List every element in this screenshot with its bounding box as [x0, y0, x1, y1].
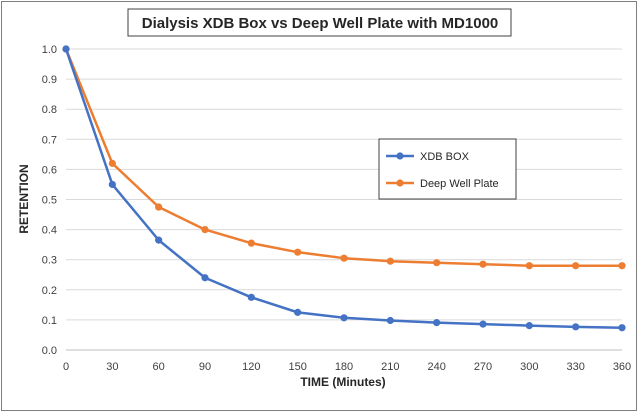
x-tick-label: 180: [335, 361, 353, 373]
data-point-deep-well-plate: [525, 262, 533, 270]
data-point-xdb-box: [525, 322, 533, 330]
legend-marker-deep-well-plate: [396, 179, 404, 187]
legend-marker-xdb-box: [396, 152, 404, 160]
x-tick-label: 150: [288, 361, 306, 373]
y-tick-label: 0.2: [42, 285, 57, 297]
data-point-xdb-box: [433, 319, 441, 327]
x-tick-label: 30: [106, 361, 118, 373]
y-tick-label: 0.8: [42, 104, 57, 116]
chart-title: Dialysis XDB Box vs Deep Well Plate with…: [142, 15, 499, 32]
data-point-deep-well-plate: [479, 260, 487, 268]
x-tick-label: 330: [566, 361, 584, 373]
data-point-xdb-box: [479, 320, 487, 328]
data-point-deep-well-plate: [294, 248, 302, 256]
x-tick-label: 60: [153, 361, 165, 373]
x-axis-title: TIME (Minutes): [300, 375, 385, 389]
x-tick-label: 240: [427, 361, 445, 373]
x-tick-label: 120: [242, 361, 260, 373]
data-point-deep-well-plate: [340, 254, 348, 262]
data-point-deep-well-plate: [433, 259, 441, 267]
y-tick-label: 0.3: [42, 255, 57, 267]
series-line-xdb-box: [64, 48, 623, 329]
y-tick-label: 0.1: [42, 315, 57, 327]
data-point-xdb-box: [247, 293, 255, 301]
chart-title-box: [127, 8, 512, 37]
x-tick-label: 360: [613, 361, 631, 373]
data-point-deep-well-plate: [618, 262, 626, 270]
y-axis-title: RETENTION: [17, 164, 31, 233]
data-point-xdb-box: [155, 236, 163, 244]
data-point-xdb-box: [386, 316, 394, 325]
data-point-deep-well-plate: [108, 159, 116, 167]
legend-box: [378, 138, 517, 200]
data-point-deep-well-plate: [201, 226, 209, 234]
chart-title-group: Dialysis XDB Box vs Deep Well Plate with…: [127, 8, 512, 37]
y-tick-label: 0.6: [42, 164, 57, 176]
data-point-xdb-box: [108, 180, 116, 189]
y-tick-label: 0.5: [42, 195, 57, 207]
y-tick-label: 0.0: [42, 345, 57, 357]
x-tick-label: 90: [199, 361, 211, 373]
legend-label-xdb-box: XDB BOX: [420, 151, 470, 163]
data-point-xdb-box: [340, 314, 348, 322]
data-point-xdb-box: [572, 323, 580, 331]
series-group: [62, 45, 626, 332]
series-line-deep-well-plate: [64, 48, 622, 267]
x-tick-label: 210: [381, 361, 399, 373]
y-tick-label: 0.9: [42, 74, 57, 86]
y-tick-label: 0.7: [42, 134, 57, 146]
x-tick-label: 0: [63, 361, 69, 373]
x-axis-tick-labels: 0 30 60 90 120 150 180 210 240 270 300 330 360: [63, 361, 631, 373]
y-axis-tick-labels: 0.0 0.1 0.2 0.3 0.4 0.5 0.6 0.7 0.8 0.9 1.0: [42, 44, 57, 357]
legend: XDB BOX Deep Well Plate: [378, 138, 517, 200]
data-point-xdb-box: [62, 45, 70, 53]
y-tick-label: 1.0: [42, 44, 57, 56]
x-tick-label: 270: [474, 361, 492, 373]
data-point-xdb-box: [201, 274, 209, 282]
data-point-xdb-box: [618, 324, 626, 332]
legend-label-deep-well-plate: Deep Well Plate: [420, 178, 499, 190]
y-tick-label: 0.4: [42, 225, 57, 237]
data-point-xdb-box: [294, 308, 302, 316]
data-point-deep-well-plate: [155, 203, 163, 211]
data-point-deep-well-plate: [572, 262, 580, 270]
data-point-deep-well-plate: [247, 239, 255, 247]
x-tick-label: 300: [520, 361, 538, 373]
data-point-deep-well-plate: [386, 257, 394, 265]
